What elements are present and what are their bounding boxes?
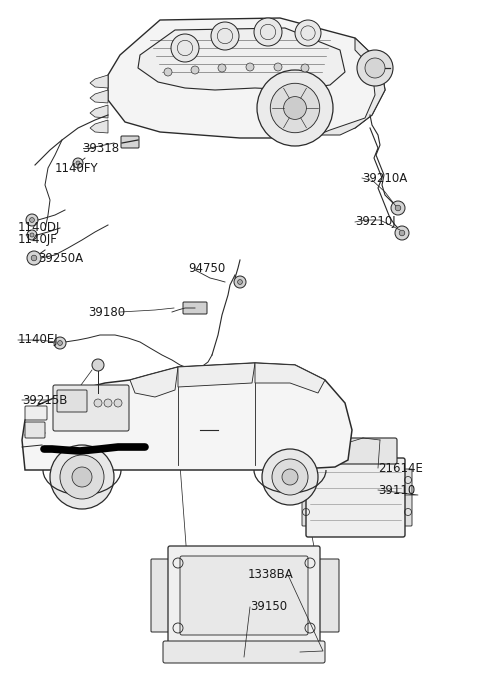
Text: 1140DJ: 1140DJ [18,221,60,234]
Circle shape [298,650,302,654]
Text: 39250A: 39250A [38,252,83,264]
Polygon shape [130,367,178,397]
Circle shape [92,359,104,371]
Polygon shape [90,90,108,103]
Polygon shape [108,18,385,138]
Polygon shape [90,120,108,133]
Circle shape [262,449,318,505]
Circle shape [357,50,393,86]
Text: 39318: 39318 [82,141,119,155]
Circle shape [272,459,308,495]
FancyBboxPatch shape [314,438,397,464]
Circle shape [54,337,66,349]
Circle shape [73,158,83,168]
Circle shape [191,66,199,74]
Circle shape [27,251,41,265]
Circle shape [94,399,102,407]
Text: 39210J: 39210J [355,215,396,229]
Circle shape [295,647,305,657]
Circle shape [246,63,254,71]
Circle shape [50,445,114,509]
FancyBboxPatch shape [183,302,207,314]
Text: 39180: 39180 [88,306,125,318]
Circle shape [328,446,332,450]
Text: 1140EJ: 1140EJ [18,334,59,347]
Circle shape [365,58,385,78]
Polygon shape [90,75,108,88]
Polygon shape [178,363,255,387]
FancyBboxPatch shape [121,136,139,148]
Polygon shape [255,363,325,393]
Circle shape [238,279,242,285]
FancyBboxPatch shape [180,556,308,635]
Circle shape [218,64,226,72]
Text: 1140FY: 1140FY [55,162,98,174]
FancyBboxPatch shape [163,641,325,663]
Polygon shape [22,363,352,470]
Text: 94750: 94750 [188,262,225,275]
Circle shape [270,83,320,133]
Circle shape [58,341,62,345]
Circle shape [301,64,309,72]
Circle shape [26,214,38,226]
Circle shape [76,161,80,165]
Text: 1338BA: 1338BA [248,569,294,581]
FancyBboxPatch shape [25,406,47,420]
Circle shape [395,226,409,240]
Polygon shape [138,28,345,90]
FancyBboxPatch shape [53,385,129,431]
Text: 1140JF: 1140JF [18,234,58,246]
FancyBboxPatch shape [168,546,320,645]
Text: 21614E: 21614E [378,462,423,474]
Circle shape [234,276,246,288]
FancyBboxPatch shape [151,559,173,632]
Circle shape [30,233,34,237]
FancyBboxPatch shape [404,469,412,526]
FancyBboxPatch shape [317,559,339,632]
Circle shape [30,217,35,222]
Circle shape [114,399,122,407]
Circle shape [284,97,306,119]
Polygon shape [310,38,385,138]
Circle shape [72,467,92,487]
Circle shape [282,469,298,485]
Circle shape [164,68,172,76]
Circle shape [104,399,112,407]
Circle shape [391,201,405,215]
Polygon shape [90,105,108,118]
FancyBboxPatch shape [306,458,405,537]
FancyBboxPatch shape [25,422,45,438]
FancyBboxPatch shape [57,390,87,412]
Circle shape [31,255,37,261]
Text: 39215B: 39215B [22,394,67,406]
FancyBboxPatch shape [302,469,310,526]
Circle shape [171,34,199,62]
Circle shape [395,205,401,211]
Circle shape [295,20,321,46]
Circle shape [274,63,282,71]
Circle shape [254,18,282,46]
Circle shape [60,455,104,499]
Circle shape [326,444,334,452]
Circle shape [399,230,405,236]
Circle shape [27,230,37,240]
Text: 39210A: 39210A [362,172,407,184]
Text: 39110: 39110 [378,483,415,497]
Circle shape [211,22,239,50]
Text: 39150: 39150 [250,600,287,614]
Circle shape [257,70,333,146]
